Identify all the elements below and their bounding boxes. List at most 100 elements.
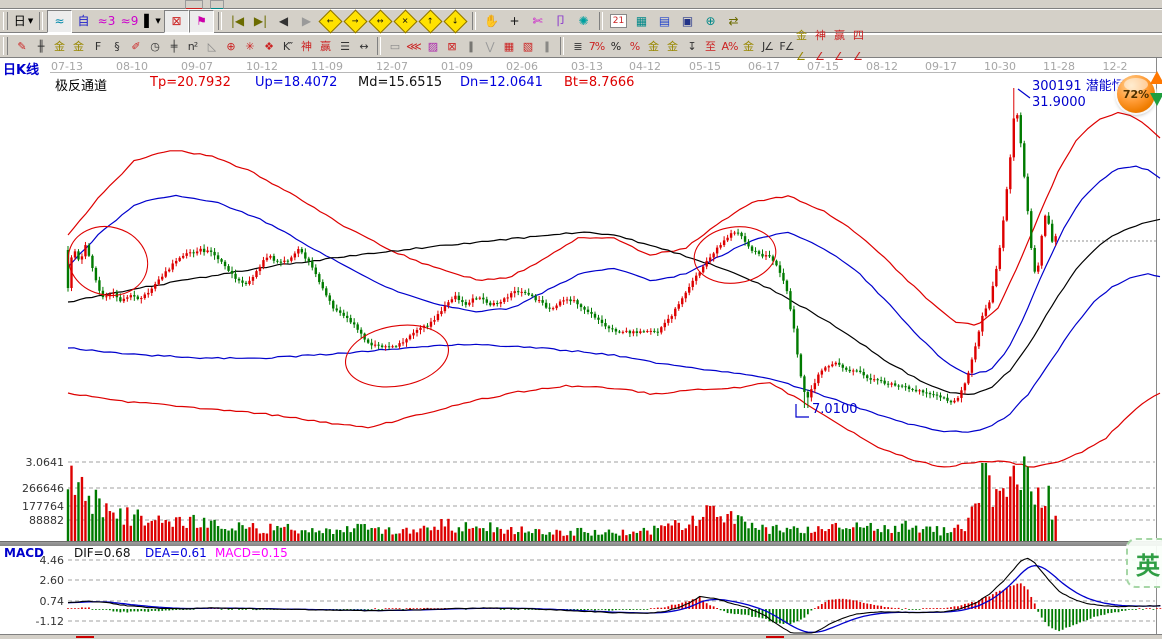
date-label: 08-10 — [116, 60, 148, 73]
pen-tool-icon[interactable]: ✎ — [17, 39, 26, 53]
width-tool-icon[interactable]: ↔ — [359, 39, 368, 53]
calendar-21-icon[interactable]: 21 — [607, 11, 630, 32]
rect-tool-icon[interactable]: ▭ — [389, 39, 400, 53]
low-price-annotation: 7.0100 — [812, 402, 858, 417]
fib-box-tool-icon[interactable]: ▨ — [427, 39, 438, 53]
corner-tool-label: 英 — [1136, 551, 1160, 580]
web-box-tool-icon[interactable]: ❖ — [264, 39, 274, 53]
prev-page-icon[interactable]: ◀ — [278, 13, 289, 28]
web-tool-icon[interactable]: ✳ — [245, 39, 254, 53]
si-angle-tool-icon[interactable]: 四∠ — [853, 29, 864, 63]
indicator-bt-value: Bt=8.7666 — [564, 75, 635, 90]
date-label: 03-13 — [571, 60, 603, 73]
date-label: 12-07 — [376, 60, 408, 73]
percent-tool-icon[interactable]: % — [610, 39, 622, 53]
first-page-icon[interactable]: |◀ — [230, 13, 245, 28]
macd-axis-label: 2.60 — [39, 574, 65, 587]
wave-3-icon[interactable]: ≈3 — [97, 13, 116, 28]
date-label: 01-09 — [441, 60, 473, 73]
signal-percent-badge[interactable]: 72% — [1117, 75, 1155, 113]
date-label: 10-30 — [984, 60, 1016, 73]
zhi-tool-icon[interactable]: 至 — [705, 39, 716, 53]
grid-arrow-tool-icon[interactable]: ▧ — [522, 39, 533, 53]
indicator-tp-value: Tp=20.7932 — [150, 75, 231, 90]
single-candle-dropdown[interactable]: ▌ ▼ — [144, 13, 161, 28]
red-grid-tool-icon[interactable]: ▦ — [503, 39, 514, 53]
date-label: 04-12 — [629, 60, 661, 73]
volume-axis-label: 88882 — [29, 514, 64, 527]
n2-tool-icon[interactable]: n² — [187, 39, 198, 53]
pane-separator[interactable] — [0, 541, 1162, 546]
hand-tool-icon[interactable]: ✋ — [484, 13, 499, 28]
shen-tool-icon[interactable]: 神 — [301, 39, 312, 53]
notepad-icon[interactable]: ▤ — [658, 13, 671, 28]
ratio-list-tool-icon[interactable]: ≣ — [573, 39, 582, 53]
corner-tool-badge[interactable]: 英 — [1126, 538, 1162, 588]
clock-tool-icon[interactable]: ◷ — [150, 39, 160, 53]
strike-percent-tool-icon[interactable]: 7% — [588, 39, 605, 53]
cloud-tool-icon[interactable]: ✺ — [578, 13, 589, 28]
ying-tool-icon[interactable]: 赢 — [320, 39, 331, 53]
toolbar-separator — [39, 12, 43, 30]
tick-ruler-icon[interactable]: ╪ — [170, 39, 178, 53]
date-label: 11-28 — [1043, 60, 1075, 73]
parallel-line-tool-icon[interactable]: ∥ — [544, 39, 549, 53]
ruler-123-icon[interactable]: ☰ — [340, 39, 350, 53]
macd-dea-value: DEA=0.61 — [145, 546, 207, 560]
gold-ruler-1-icon[interactable]: 金 — [54, 39, 65, 53]
trend-line-tool-icon[interactable]: ∥ — [468, 39, 473, 53]
calculator-icon[interactable]: ▦ — [635, 13, 648, 28]
gann-ruler-icon[interactable]: ╫ — [37, 39, 45, 53]
volume-axis-label: 3.0641 — [25, 456, 65, 469]
jin-tool-icon[interactable]: 金 — [743, 39, 754, 53]
date-label: 02-06 — [506, 60, 538, 73]
indicator-name-label: 极反通道 — [55, 79, 108, 94]
toolbar-grip — [3, 12, 8, 30]
k-mark-tool-icon[interactable]: K″ — [282, 39, 293, 53]
shen-angle-tool-icon[interactable]: 神∠ — [815, 29, 826, 63]
macd-dif-value: DIF=0.68 — [74, 546, 131, 560]
ray-fan-tool-icon[interactable]: ⋘ — [406, 39, 422, 53]
measure-angle-tool-icon[interactable]: ✄ — [532, 13, 543, 28]
info-clipboard-icon[interactable]: 自 — [77, 13, 90, 28]
j-angle-tool-icon[interactable]: J∠ — [761, 39, 774, 53]
drop-measure-tool-icon[interactable]: ↧ — [687, 39, 696, 53]
main-toolbar: 日 ▼ ≈ 自 ≈3 ≈9 ▌ ▼ ⊠ ⚑ |◀ ▶| ◀ ▶ ← → ↔ ✕ ↑ ↓ ✋ + ✄ 卩 ✺ 21 ▦ ▤ ▣ ⊕ ⇄ — [0, 8, 1162, 34]
web-export-icon[interactable]: ⊕ — [705, 13, 716, 28]
spiral-tool-icon[interactable]: § — [114, 39, 119, 53]
crosshair-tool-icon[interactable]: + — [509, 13, 520, 28]
ying-angle-tool-icon[interactable]: 赢∠ — [834, 29, 845, 63]
compass-tool-icon[interactable]: ⊕ — [226, 39, 235, 53]
indicator-window-icon[interactable]: ≈ — [47, 9, 72, 33]
pattern-overlay-icon[interactable]: ⊠ — [164, 9, 189, 33]
next-page-icon[interactable]: ▶ — [301, 13, 312, 28]
save-disk-icon[interactable]: ▣ — [681, 13, 694, 28]
position-marker — [766, 636, 784, 638]
gold-circle-2-icon[interactable]: 金 — [667, 39, 678, 53]
jin-angle-tool-icon[interactable]: 金∠ — [796, 29, 807, 63]
data-transfer-icon[interactable]: ⇄ — [728, 13, 739, 28]
gold-circle-1-icon[interactable]: 金 — [648, 39, 659, 53]
f-angle-tool-icon[interactable]: F∠ — [779, 39, 794, 53]
toolbar-separator — [472, 12, 476, 30]
a-percent-tool-icon[interactable]: A% — [721, 39, 739, 53]
flag-chart-icon[interactable]: ⚑ — [189, 9, 214, 33]
stock-code-label[interactable]: 300191 潜能恒信 — [1032, 79, 1138, 94]
date-label: 11-09 — [311, 60, 343, 73]
percent-line-tool-icon[interactable]: % — [629, 39, 641, 53]
last-page-icon[interactable]: ▶| — [253, 13, 268, 28]
indicator-dn-value: Dn=12.0641 — [460, 75, 543, 90]
v-wave-tool-icon[interactable]: ⋁ — [485, 39, 494, 53]
up-arrow-icon[interactable] — [1150, 71, 1162, 84]
gold-ruler-2-icon[interactable]: 金 — [73, 39, 84, 53]
protractor-tool-icon[interactable]: ◺ — [207, 39, 217, 53]
f-ruler-icon[interactable]: F — [94, 39, 101, 53]
period-day-dropdown[interactable]: 日 ▼ — [13, 13, 34, 28]
magic-tool-icon[interactable]: 卩 — [554, 13, 567, 28]
wave-9-icon[interactable]: ≈9 — [120, 13, 139, 28]
down-arrow-icon[interactable] — [1150, 93, 1162, 106]
x-ray-tool-icon[interactable]: ⊠ — [447, 39, 456, 53]
brush-tool-icon[interactable]: ✐ — [131, 39, 140, 53]
date-label: 08-12 — [866, 60, 898, 73]
